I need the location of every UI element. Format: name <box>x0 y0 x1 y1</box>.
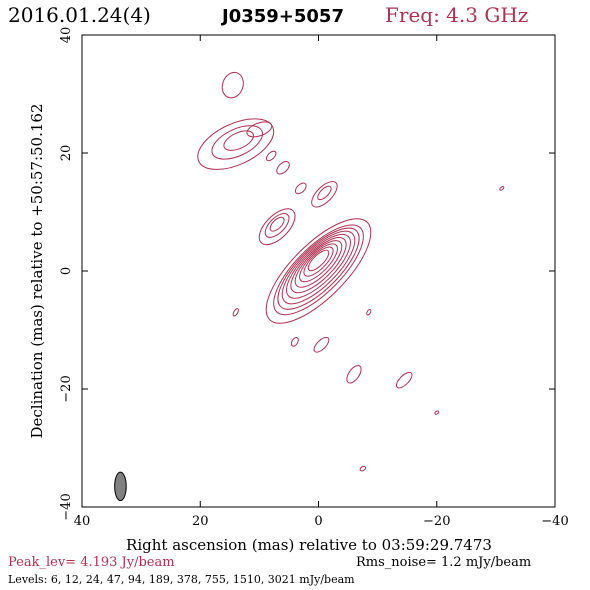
axis-ticks: 40 20 0 −20 −40 −40 −20 0 20 40 <box>59 27 569 529</box>
y-tick-label: −20 <box>59 375 74 402</box>
contour-line <box>221 71 244 99</box>
contour-levels: Levels: 6, 12, 24, 47, 94, 189, 378, 755… <box>8 573 355 586</box>
y-tick-label: 40 <box>59 27 74 44</box>
contour-line <box>211 125 263 160</box>
peak-level: Peak_lev= 4.193 Jy/beam <box>8 555 175 570</box>
contour-line <box>317 185 332 201</box>
contour-line <box>269 216 285 232</box>
contour-line <box>311 181 338 208</box>
contour-line <box>232 308 239 317</box>
contours <box>197 71 505 472</box>
y-axis-label: Declination (mas) relative to +50:57:50.… <box>28 103 46 438</box>
contour-line <box>307 249 330 272</box>
contour-line <box>265 218 372 324</box>
contour-line <box>276 160 290 175</box>
contour-line <box>265 150 277 162</box>
y-tick-label: 20 <box>59 145 74 162</box>
contour-line <box>264 213 290 238</box>
x-tick-label: −40 <box>541 514 568 529</box>
beam-ellipse <box>114 471 127 502</box>
contour-line <box>246 121 273 138</box>
contour-line <box>197 118 275 170</box>
frequency-label: Freq: 4.3 GHz <box>385 3 528 27</box>
x-tick-label: 0 <box>314 514 322 529</box>
contour-line <box>346 365 362 384</box>
contour-line <box>223 130 254 151</box>
contour-line <box>395 371 413 389</box>
source-name: J0359+5057 <box>220 6 344 27</box>
contour-line <box>277 227 360 310</box>
rms-noise: Rms_noise= 1.2 mJy/beam <box>356 555 532 570</box>
contour-line <box>281 230 356 305</box>
contour-line <box>313 336 330 353</box>
contour-line <box>258 208 296 246</box>
contour-line <box>294 240 343 288</box>
x-tick-label: −20 <box>423 514 450 529</box>
contour-line <box>290 237 347 294</box>
x-axis-label: Right ascension (mas) relative to 03:59:… <box>126 536 492 554</box>
contour-line <box>286 233 351 299</box>
contour-line <box>294 182 307 195</box>
x-tick-label: 20 <box>192 514 209 529</box>
y-tick-label: −40 <box>59 493 74 520</box>
contour-line <box>299 243 338 283</box>
contour-line <box>273 224 364 316</box>
epoch-date: 2016.01.24(4) <box>8 3 151 27</box>
contour-line <box>359 465 367 472</box>
y-tick-label: 0 <box>59 267 74 275</box>
x-tick-label: 40 <box>74 514 91 529</box>
contour-line <box>434 410 440 415</box>
contour-line <box>366 309 372 316</box>
contour-line <box>303 246 334 277</box>
contour-line <box>290 336 299 347</box>
contour-line <box>499 186 505 191</box>
beam-shape <box>114 471 127 502</box>
